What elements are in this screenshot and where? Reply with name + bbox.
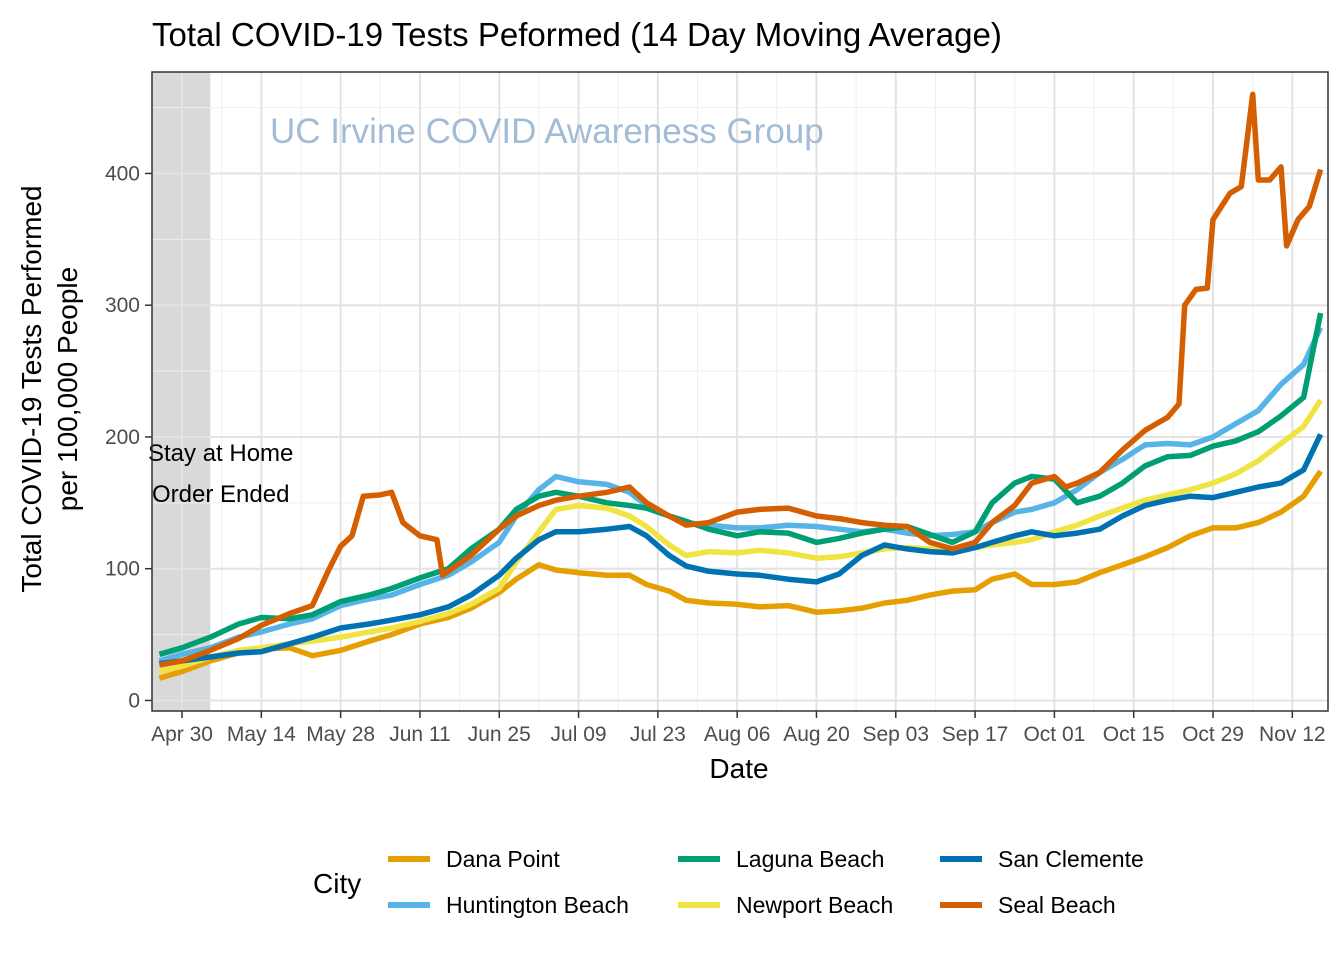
legend: City Dana Point Huntington Beach Laguna Be… bbox=[313, 846, 1144, 918]
x-tick-label: Apr 30 bbox=[151, 723, 213, 746]
legend-label-san-clemente: San Clemente bbox=[998, 846, 1144, 872]
x-tick-label: May 28 bbox=[306, 723, 375, 746]
x-tick-label: Jul 23 bbox=[630, 723, 686, 746]
y-axis-title-line-1: Total COVID-19 Tests Performed bbox=[16, 185, 47, 592]
y-axis-title: Total COVID-19 Tests Performed per 100,0… bbox=[16, 185, 83, 592]
x-tick-label: Oct 01 bbox=[1023, 723, 1085, 746]
panel-background bbox=[152, 72, 1328, 711]
annotation-line-1: Stay at Home bbox=[148, 440, 293, 467]
series-line-huntington-beach bbox=[158, 326, 1324, 664]
y-tick-label: 200 bbox=[105, 426, 140, 449]
legend-label-newport-beach: Newport Beach bbox=[736, 892, 893, 918]
legend-label-laguna-beach: Laguna Beach bbox=[736, 846, 884, 872]
plot-area: UC Irvine COVID Awareness Group Stay at … bbox=[148, 71, 1329, 712]
x-tick-label: Jun 11 bbox=[389, 723, 451, 746]
legend-label-huntington-beach: Huntington Beach bbox=[446, 892, 629, 918]
x-axis: Apr 30 May 14 May 28 Jun 11 Jun 25 Jul 09 Jul … bbox=[151, 711, 1326, 746]
major-gridlines bbox=[152, 72, 1328, 711]
y-axis-title-line-2: per 100,000 People bbox=[52, 267, 83, 511]
watermark: UC Irvine COVID Awareness Group bbox=[270, 112, 824, 151]
y-axis: 0 100 200 300 400 bbox=[105, 162, 152, 712]
series-line-newport-beach bbox=[158, 398, 1323, 675]
chart-title: Total COVID-19 Tests Peformed (14 Day Mo… bbox=[152, 16, 1002, 53]
y-tick-label: 400 bbox=[105, 162, 140, 185]
y-tick-label: 0 bbox=[128, 689, 140, 712]
series-line-san-clemente bbox=[159, 433, 1324, 667]
series-lines bbox=[158, 91, 1324, 681]
y-tick-label: 100 bbox=[105, 558, 140, 581]
x-tick-label: Oct 29 bbox=[1182, 723, 1244, 746]
x-tick-label: Nov 12 bbox=[1259, 723, 1326, 746]
series-line-dana-point bbox=[158, 469, 1323, 681]
annotation-line-2: Order Ended bbox=[152, 481, 289, 508]
x-tick-label: Oct 15 bbox=[1103, 723, 1165, 746]
series-line-laguna-beach bbox=[158, 312, 1324, 657]
legend-label-seal-beach: Seal Beach bbox=[998, 892, 1116, 918]
x-tick-label: May 14 bbox=[227, 723, 296, 746]
x-tick-label: Aug 06 bbox=[704, 723, 771, 746]
x-tick-label: Sep 17 bbox=[942, 723, 1009, 746]
panel-border bbox=[151, 71, 1329, 712]
legend-title: City bbox=[313, 868, 361, 899]
legend-label-dana-point: Dana Point bbox=[446, 846, 560, 872]
x-tick-label: Aug 20 bbox=[783, 723, 850, 746]
series-line-seal-beach bbox=[158, 91, 1324, 668]
x-tick-label: Jul 09 bbox=[551, 723, 607, 746]
y-tick-label: 300 bbox=[105, 294, 140, 317]
x-tick-label: Sep 03 bbox=[862, 723, 929, 746]
x-tick-label: Jun 25 bbox=[468, 723, 531, 746]
x-axis-title: Date bbox=[709, 753, 768, 784]
minor-gridlines bbox=[152, 72, 1328, 711]
